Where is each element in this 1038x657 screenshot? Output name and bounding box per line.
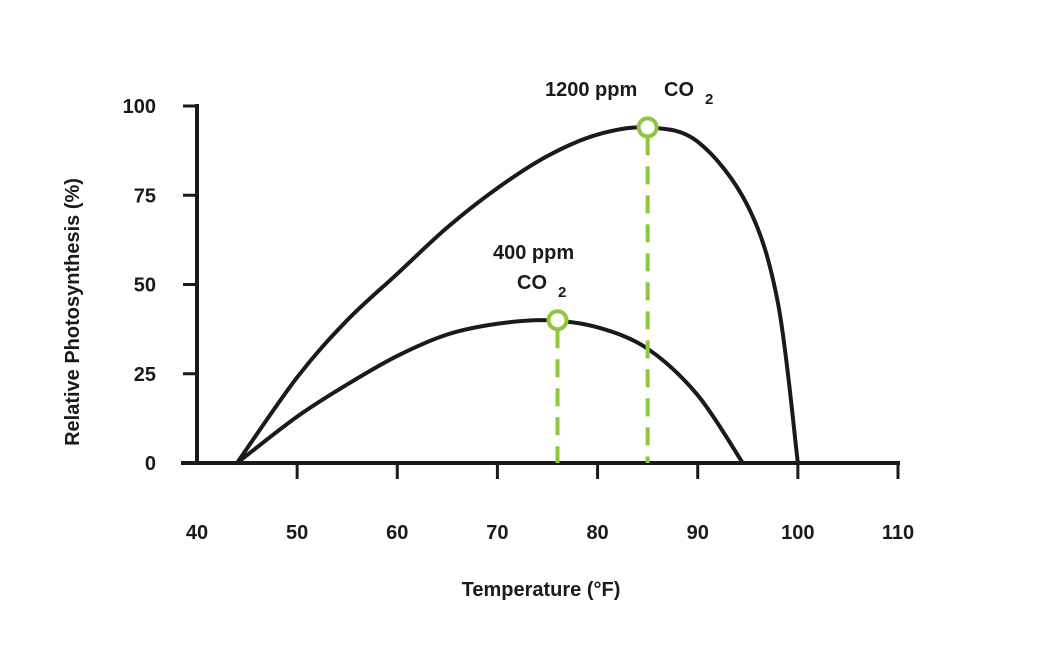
x-tick-label: 60 [386,522,408,544]
x-tick-label: 70 [486,522,508,544]
y-tick-label: 100 [123,96,156,118]
y-tick-label: 75 [134,185,156,207]
y-tick-label: 25 [134,364,156,386]
x-tick-label: 50 [286,522,308,544]
x-tick-label: 90 [687,522,709,544]
y-tick-label: 50 [134,275,156,297]
peak-drop-lines [555,137,650,463]
annotation-400-subscript: 2 [558,284,566,301]
annotation-400-co: CO [517,272,547,294]
x-tick-label: 40 [186,522,208,544]
y-axis-title: Relative Photosynthesis (%) [62,178,84,446]
annotation-1200-co: CO [664,79,694,101]
y-ticks: 0 25 50 75 100 [123,96,197,475]
y-tick-label: 0 [145,453,156,475]
peak-marker-0 [546,309,569,332]
annotation-1200-subscript: 2 [705,91,713,108]
series-curve-1 [235,125,800,465]
curves [235,125,800,465]
x-ticks: 40 50 60 70 80 90 100 110 [186,463,914,544]
x-tick-label: 110 [882,522,914,544]
annotation-1200-ppm: 1200 ppm [545,79,637,101]
peak-marker-1 [636,116,659,139]
x-tick-label: 80 [586,522,608,544]
series-curve-0 [235,318,745,465]
x-axis-title: Temperature (°F) [462,579,621,601]
annotation-400-ppm: 400 ppm [493,242,574,264]
x-tick-label: 100 [781,522,814,544]
peak-markers [546,116,659,332]
